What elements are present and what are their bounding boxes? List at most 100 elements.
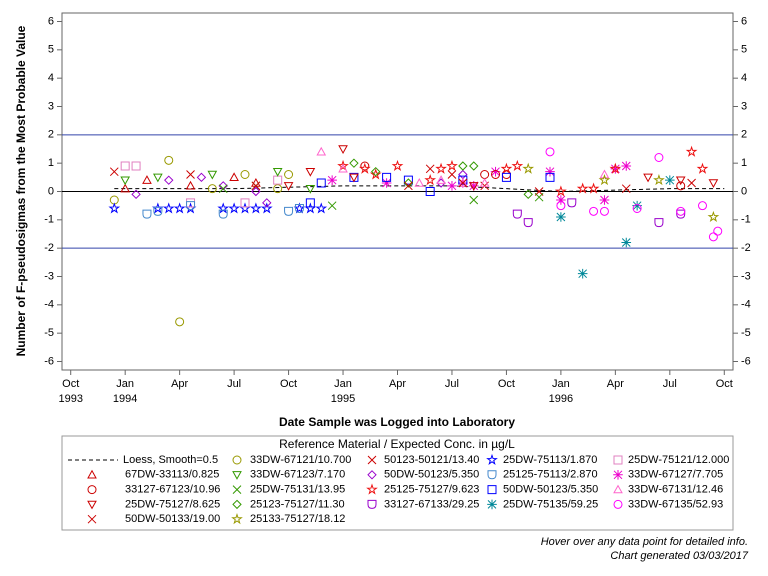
hover-note: Hover over any data point for detailed i… (541, 536, 748, 548)
data-point (468, 182, 479, 191)
data-point (435, 162, 447, 174)
y-tick-label-right: 2 (741, 129, 747, 141)
x-tick-label: Oct (280, 378, 297, 390)
data-point (109, 167, 119, 177)
x-tick-year: 1994 (113, 393, 137, 405)
y-tick-label-right: -3 (741, 270, 751, 282)
legend-swatch (613, 484, 623, 494)
data-point (610, 164, 621, 174)
data-point (555, 185, 567, 197)
y-tick-label: 1 (48, 157, 54, 169)
legend-label: 25125-75113/2.870 (503, 469, 598, 481)
data-point (654, 153, 664, 162)
data-point (315, 202, 328, 214)
legend-swatch (367, 470, 377, 480)
data-point (186, 170, 195, 179)
data-point (273, 175, 283, 185)
data-point (207, 170, 218, 180)
data-point (696, 162, 709, 174)
data-point (175, 317, 185, 327)
data-point (251, 181, 261, 191)
data-point (381, 178, 392, 188)
legend-swatch (231, 513, 243, 525)
legend-label: 50DW-50123/5.350 (384, 469, 479, 481)
data-point (109, 195, 119, 205)
data-point (653, 174, 665, 186)
legend-label: 33DW-67127/7.705 (628, 469, 723, 481)
legend-label: 25DW-75113/1.870 (503, 454, 597, 466)
data-point (468, 181, 479, 191)
y-tick-label: 4 (48, 72, 54, 84)
data-point (545, 172, 555, 182)
data-point (218, 209, 228, 219)
data-point (304, 202, 317, 214)
legend-label: 50123-50121/13.40 (384, 454, 479, 466)
data-point (316, 146, 327, 156)
legend-label: 33DW-67121/10.700 (250, 454, 351, 466)
legend-label: 25DW-75127/8.625 (125, 498, 220, 510)
data-point (621, 237, 632, 248)
y-tick-label: -6 (44, 355, 54, 367)
data-point (228, 202, 240, 214)
legend-label: 25123-75127/11.30 (250, 498, 345, 510)
y-tick-label: 2 (48, 129, 54, 141)
data-point (153, 173, 163, 183)
legend-swatch (367, 499, 377, 509)
data-point (665, 175, 675, 185)
legend-swatch (613, 455, 623, 465)
legend-label: Loess, Smooth=0.5 (123, 454, 218, 466)
data-point (687, 178, 696, 188)
data-point (512, 209, 522, 219)
data-point (545, 147, 555, 157)
data-point (131, 189, 141, 200)
legend-label: 33DW-67135/52.93 (628, 498, 723, 510)
data-point (425, 164, 435, 174)
x-tick-year: 1996 (549, 393, 573, 405)
data-point (556, 212, 566, 222)
legend-swatch (232, 471, 242, 480)
legend-label: 33127-67133/29.25 (384, 498, 479, 510)
data-point (480, 170, 490, 179)
data-point (500, 162, 513, 174)
data-point (545, 166, 555, 177)
data-point (534, 192, 544, 202)
data-point (142, 175, 152, 184)
data-point (164, 175, 174, 185)
legend-label: 50DW-50133/19.00 (125, 513, 220, 525)
data-point (621, 184, 631, 194)
data-point (609, 162, 622, 174)
data-point (120, 176, 131, 186)
data-point (218, 184, 228, 194)
legend-swatch (232, 485, 242, 494)
legend-label: 25133-75127/18.12 (250, 513, 345, 525)
y-axis-label: Number of F-pseudosigmas from the Most P… (14, 25, 28, 356)
data-point (414, 177, 425, 187)
x-tick-label: Oct (498, 378, 515, 390)
y-tick-label: 3 (48, 100, 54, 112)
y-tick-label: -5 (44, 327, 54, 339)
data-point (207, 184, 217, 194)
data-point (327, 201, 337, 211)
legend-label: 25DW-75121/12.000 (628, 454, 729, 466)
y-tick-label-right: -4 (741, 299, 751, 311)
legend-swatch (613, 499, 623, 509)
legend-label: 25125-75127/9.623 (384, 484, 479, 496)
data-point (676, 181, 686, 191)
data-point (338, 145, 348, 155)
data-point (576, 182, 589, 194)
data-point (218, 181, 228, 191)
data-point (229, 172, 239, 182)
legend-label: 33DW-67131/12.46 (628, 484, 723, 496)
legend-label: 50DW-50123/5.350 (503, 484, 598, 496)
data-point (173, 202, 186, 214)
data-point (490, 166, 501, 177)
data-point (164, 155, 174, 165)
y-tick-label: -1 (44, 214, 54, 226)
data-point (511, 159, 524, 171)
data-point (371, 166, 381, 177)
data-point (713, 226, 723, 236)
data-point (185, 180, 196, 190)
data-point (708, 179, 719, 189)
data-point (587, 182, 600, 194)
data-point (447, 170, 457, 179)
